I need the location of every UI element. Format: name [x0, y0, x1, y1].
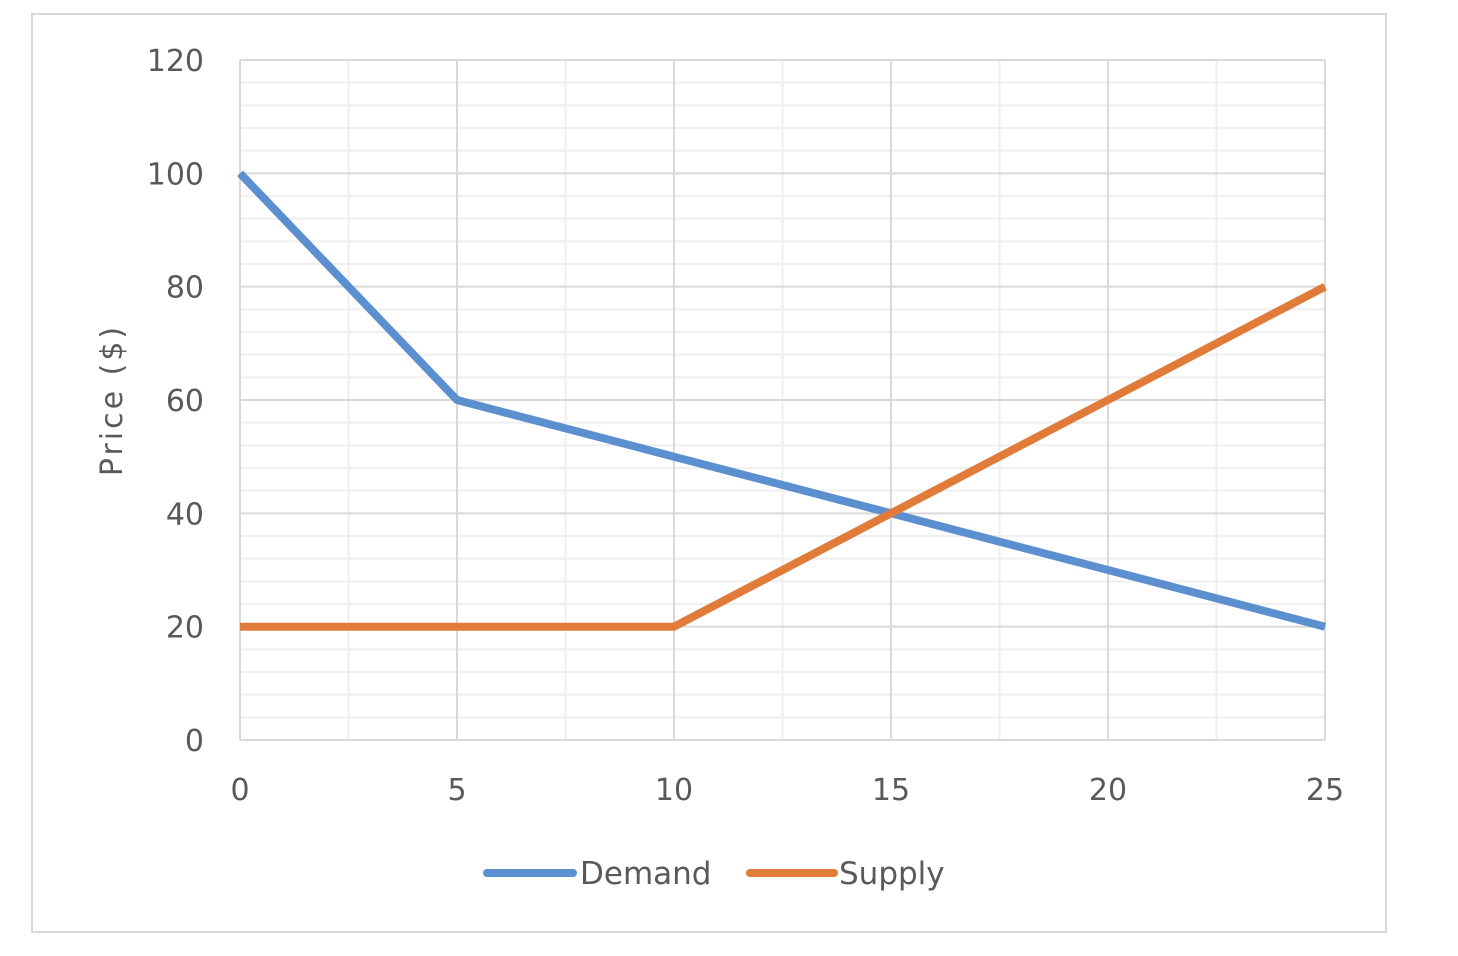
- x-tick-label: 20: [1089, 773, 1127, 808]
- x-tick-label: 5: [447, 773, 466, 808]
- legend: Demand Supply: [483, 856, 945, 892]
- y-axis-tick-labels: 0 20 40 60 80 100 120: [147, 44, 204, 759]
- y-axis-title: Price ($): [95, 324, 130, 476]
- series-layer: [237, 170, 1327, 631]
- x-tick-label: 15: [872, 773, 910, 808]
- series-line-supply: [240, 283, 1327, 631]
- y-tick-label: 20: [166, 611, 204, 646]
- series-line-demand: [237, 170, 1327, 631]
- chart-frame: [31, 13, 1387, 933]
- y-tick-label: 100: [147, 157, 204, 192]
- y-tick-label: 80: [166, 271, 204, 306]
- y-tick-label: 0: [185, 724, 204, 759]
- minor-gridlines: [240, 60, 1325, 740]
- x-tick-label: 0: [230, 773, 249, 808]
- y-tick-label: 120: [147, 44, 204, 79]
- x-tick-label: 25: [1306, 773, 1344, 808]
- x-tick-label: 10: [655, 773, 693, 808]
- x-axis-tick-labels: 0 5 10 15 20 25: [230, 773, 1344, 808]
- legend-label-demand: Demand: [580, 856, 711, 892]
- y-tick-label: 60: [166, 384, 204, 419]
- legend-label-supply: Supply: [839, 856, 945, 892]
- y-tick-label: 40: [166, 497, 204, 532]
